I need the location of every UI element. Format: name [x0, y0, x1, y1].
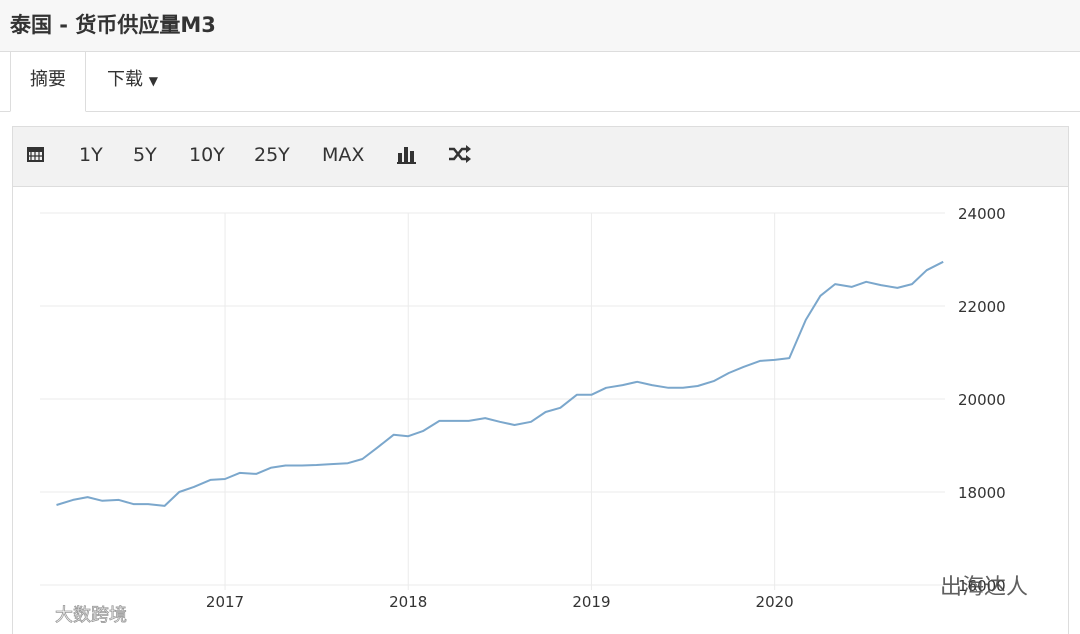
watermark: 大数跨境 — [55, 605, 127, 626]
y-tick-label: 18000 — [958, 484, 1006, 502]
range-button[interactable]: 1Y — [79, 144, 103, 166]
y-tick-label: 16000 — [958, 577, 1006, 595]
range-button[interactable]: 5Y — [133, 144, 157, 166]
tab-border — [0, 111, 1080, 112]
range-button[interactable]: 10Y — [189, 144, 225, 166]
tab-label[interactable]: 下载 — [107, 69, 143, 90]
chart-panel — [12, 186, 1069, 634]
compare-icon[interactable] — [448, 145, 472, 163]
toolbar — [12, 126, 1069, 187]
y-tick-label: 22000 — [958, 298, 1006, 316]
x-tick-label: 2020 — [756, 593, 794, 611]
x-tick-label: 2018 — [389, 593, 427, 611]
range-button[interactable]: 25Y — [254, 144, 290, 166]
chart-type-icon[interactable] — [397, 145, 417, 165]
watermark: 出海达人 — [940, 575, 1028, 600]
range-button[interactable]: MAX — [322, 144, 365, 166]
y-tick-label: 24000 — [958, 205, 1006, 223]
page-title: 泰国 - 货币供应量M3 — [10, 13, 216, 37]
calendar-icon[interactable] — [26, 144, 46, 164]
data-line — [56, 260, 944, 507]
x-tick-label: 2019 — [572, 593, 610, 611]
y-tick-label: 20000 — [958, 391, 1006, 409]
tab[interactable]: 摘要 — [10, 52, 86, 112]
x-tick-label: 2017 — [206, 593, 244, 611]
title-bar: 泰国 - 货币供应量M3 — [0, 0, 1080, 52]
tab[interactable]: 下载 ▼ — [107, 69, 158, 90]
